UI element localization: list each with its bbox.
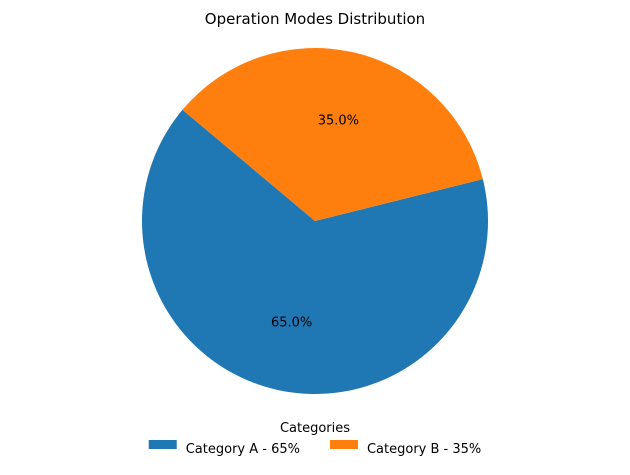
pie-slices xyxy=(141,47,488,394)
chart-title: Operation Modes Distribution xyxy=(205,10,425,28)
legend-label-2: Category B - 35% xyxy=(367,442,481,457)
pie-labels: 65.0% 35.0% xyxy=(271,113,359,330)
legend-title: Categories xyxy=(280,421,350,436)
legend-label-1: Category A - 65% xyxy=(186,442,300,457)
pie-slice-label-1: 65.0% xyxy=(271,316,312,331)
pie-slice-label-2: 35.0% xyxy=(318,113,359,128)
legend-item-2: Category B - 35% xyxy=(329,440,481,457)
pie-slice-1 xyxy=(141,109,488,394)
pie-slice-2 xyxy=(182,47,483,221)
legend-swatch-1 xyxy=(148,440,177,449)
legend: Category A - 65% Category B - 35% xyxy=(148,440,481,457)
legend-item-1: Category A - 65% xyxy=(148,440,300,457)
legend-swatch-2 xyxy=(329,440,358,449)
